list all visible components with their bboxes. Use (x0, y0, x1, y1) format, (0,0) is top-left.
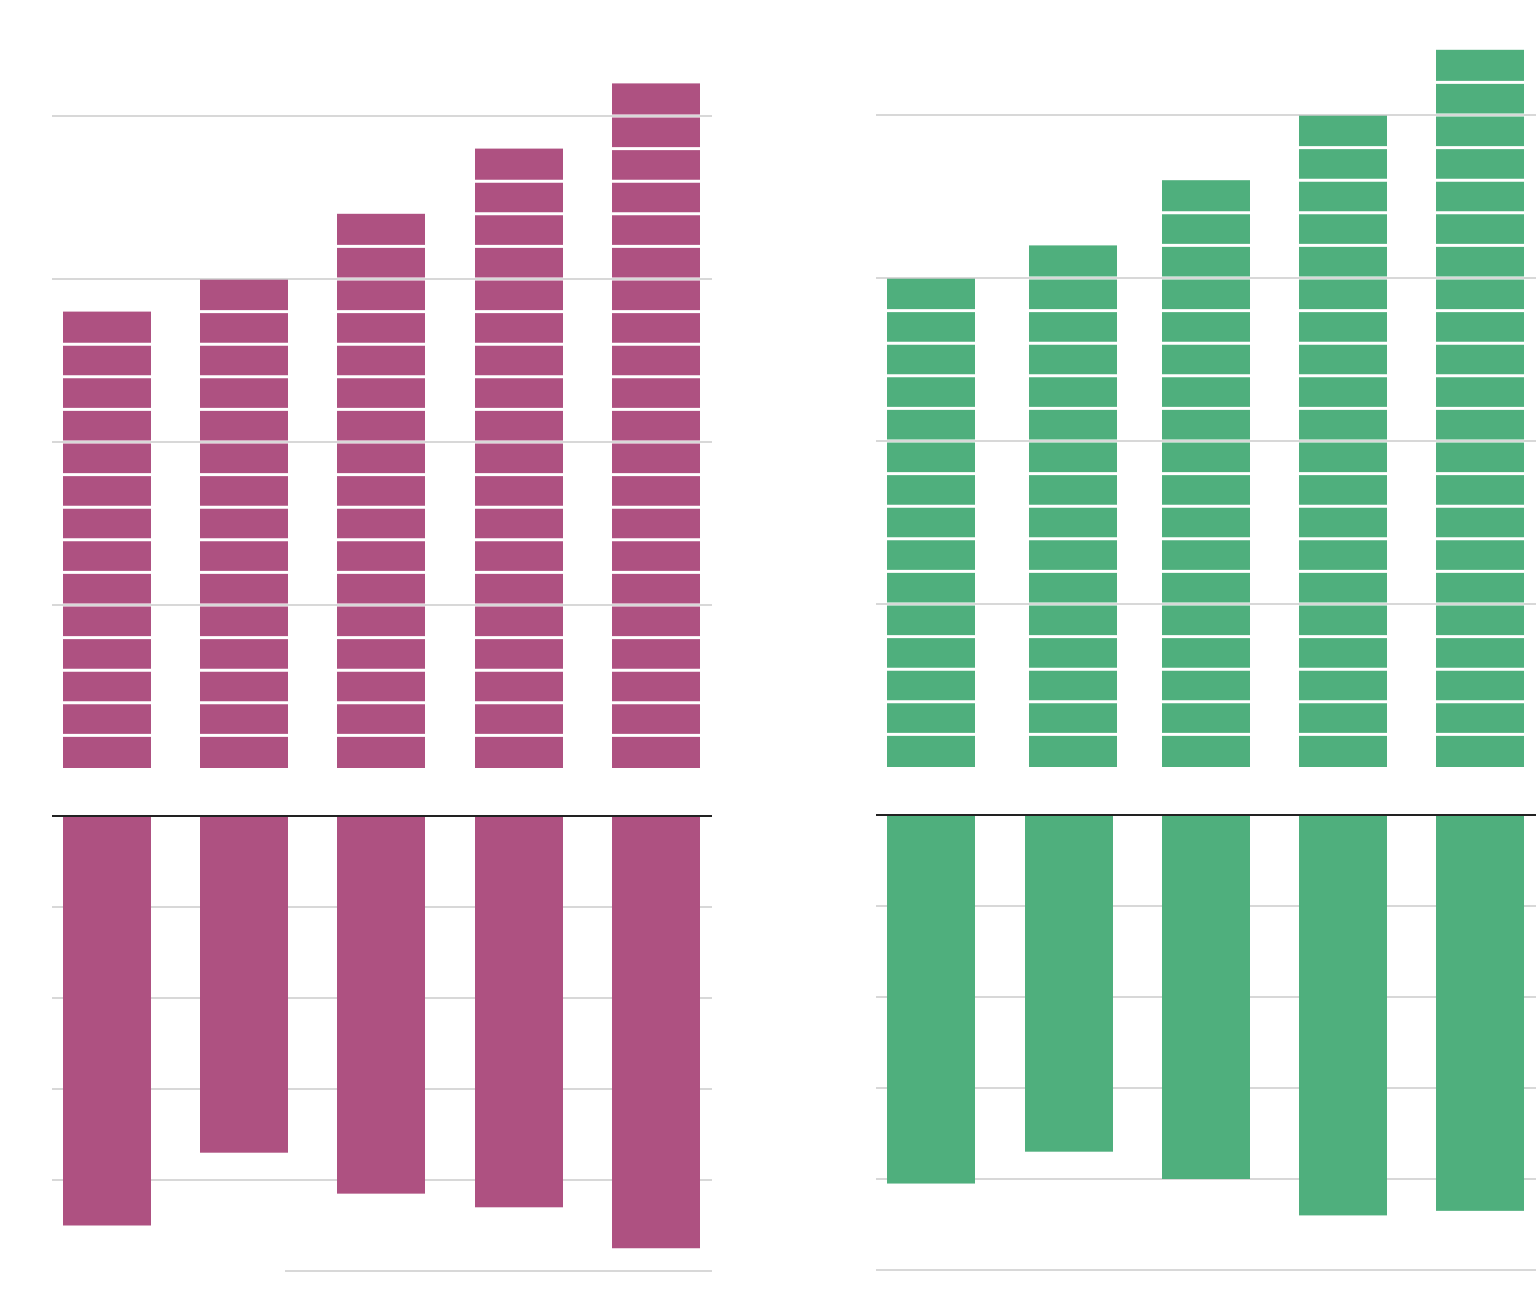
left-top-bar (475, 148, 563, 769)
left-bottom-bar (63, 816, 151, 1226)
right-bottom-bar (1025, 815, 1113, 1152)
left-bottom-bar (475, 816, 563, 1208)
right-top-bar (887, 278, 975, 767)
right-panel (876, 49, 1536, 1271)
left-bottom-bar (612, 816, 700, 1249)
right-bottom-bar (1299, 815, 1387, 1216)
left-bottom-bar (337, 816, 425, 1194)
right-bottom-bar (1436, 815, 1524, 1211)
left-top-bar (337, 213, 425, 769)
left-top-bar (200, 279, 288, 768)
right-bottom-bar (1162, 815, 1250, 1179)
left-panel (52, 83, 712, 1272)
right-bottom-bar (887, 815, 975, 1184)
left-top-bar (612, 83, 700, 768)
left-bottom-bar (200, 816, 288, 1153)
